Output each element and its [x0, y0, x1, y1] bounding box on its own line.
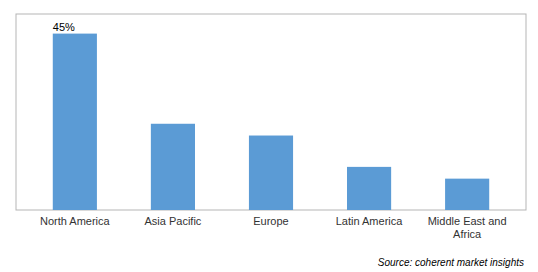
bar [249, 136, 293, 210]
x-tick-label: Europe [253, 215, 288, 227]
chart: 45% North America Asia Pacific Europe Latin … [0, 0, 538, 272]
x-tick-label: North America [40, 215, 111, 227]
bar [445, 179, 489, 210]
source-note: Source: coherent market insights [378, 257, 524, 268]
chart-container: 45% North America Asia Pacific Europe Latin … [0, 0, 538, 272]
value-label: 45% [53, 21, 75, 33]
bars [53, 34, 489, 210]
x-tick-label: Asia Pacific [144, 215, 201, 227]
x-tick-label: Middle East andAfrica [428, 215, 507, 240]
x-tick-label: Latin America [336, 215, 404, 227]
plot-frame [16, 14, 526, 210]
bar [151, 124, 195, 210]
bar [347, 167, 391, 210]
bar [53, 34, 97, 210]
